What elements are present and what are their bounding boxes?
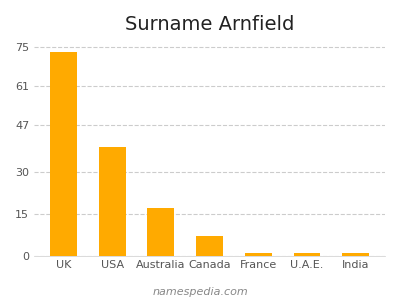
Bar [99,147,126,256]
Bar [148,208,174,256]
Bar [50,52,77,256]
Bar [294,253,320,256]
Bar [342,253,369,256]
Bar [245,253,272,256]
Text: namespedia.com: namespedia.com [152,287,248,297]
Bar [196,236,223,256]
Title: Surname Arnfield: Surname Arnfield [125,15,294,34]
